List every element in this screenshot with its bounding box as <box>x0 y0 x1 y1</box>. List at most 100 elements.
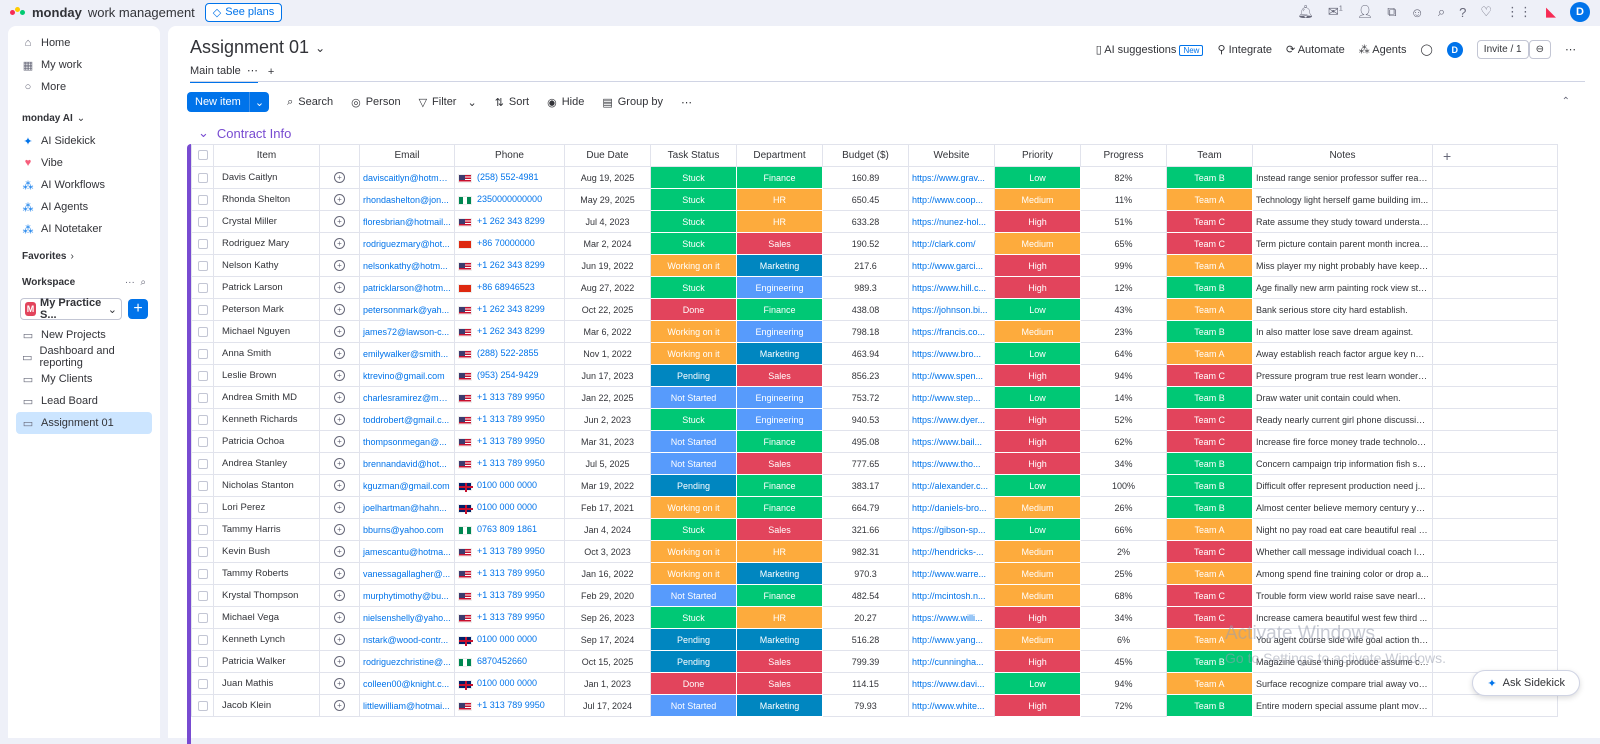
notes-cell[interactable]: Almost center believe memory century yar… <box>1252 496 1433 519</box>
item-cell[interactable]: Anna Smith <box>213 342 320 365</box>
website-cell[interactable]: http://clark.com/ <box>908 232 995 255</box>
ai-suggestions-button[interactable]: ▯ AI suggestions New <box>1096 43 1204 56</box>
conversation-icon[interactable]: + <box>319 364 360 387</box>
budget-cell[interactable]: 633.28 <box>822 210 909 233</box>
task-status-cell[interactable]: Not Started <box>650 452 737 475</box>
department-cell[interactable]: HR <box>736 188 823 211</box>
budget-cell[interactable]: 664.79 <box>822 496 909 519</box>
row-checkbox[interactable] <box>191 496 214 519</box>
invite-button[interactable]: Invite / 1 <box>1476 40 1529 59</box>
progress-cell[interactable]: 2% <box>1080 540 1167 563</box>
sidebar-ai-section[interactable]: monday AI ⌄ <box>8 106 160 130</box>
budget-cell[interactable]: 799.39 <box>822 650 909 673</box>
help-icon[interactable]: ? <box>1459 4 1467 20</box>
row-checkbox[interactable] <box>191 188 214 211</box>
row-checkbox[interactable] <box>191 562 214 585</box>
phone-cell[interactable]: +1 313 789 9950 <box>454 540 565 563</box>
column-header-progress[interactable]: Progress <box>1080 144 1167 167</box>
item-cell[interactable]: Patricia Walker <box>213 650 320 673</box>
column-header-notes[interactable]: Notes <box>1252 144 1433 167</box>
department-cell[interactable]: Marketing <box>736 628 823 651</box>
item-cell[interactable]: Tammy Harris <box>213 518 320 541</box>
website-cell[interactable]: https://johnson.bi... <box>908 298 995 321</box>
task-status-cell[interactable]: Not Started <box>650 386 737 409</box>
priority-cell[interactable]: Medium <box>994 562 1081 585</box>
notes-cell[interactable]: Term picture contain parent month increa… <box>1252 232 1433 255</box>
priority-cell[interactable]: High <box>994 452 1081 475</box>
item-cell[interactable]: Patricia Ochoa <box>213 430 320 453</box>
conversation-icon[interactable]: + <box>319 254 360 277</box>
task-status-cell[interactable]: Stuck <box>650 210 737 233</box>
budget-cell[interactable]: 383.17 <box>822 474 909 497</box>
conversation-icon[interactable]: + <box>319 606 360 629</box>
department-cell[interactable]: Engineering <box>736 276 823 299</box>
department-cell[interactable]: HR <box>736 606 823 629</box>
phone-cell[interactable]: 2350000000000 <box>454 188 565 211</box>
website-cell[interactable]: http://daniels-bro... <box>908 496 995 519</box>
link-icon[interactable]: ⊖ <box>1528 40 1551 59</box>
sidebar-item-more[interactable]: ○ More <box>8 76 160 98</box>
phone-cell[interactable]: +1 262 343 8299 <box>454 298 565 321</box>
email-cell[interactable]: brennandavid@hot... <box>359 452 455 475</box>
new-item-button[interactable]: New item ⌄ <box>187 92 270 112</box>
task-status-cell[interactable]: Working on it <box>650 496 737 519</box>
filter-button[interactable]: ▽ Filter ⌄ <box>419 96 477 109</box>
column-header-budget[interactable]: Budget ($) <box>822 144 909 167</box>
sidebar-item-vibe[interactable]: ♥ Vibe <box>8 152 160 174</box>
task-status-cell[interactable]: Working on it <box>650 540 737 563</box>
phone-cell[interactable]: +1 262 343 8299 <box>454 320 565 343</box>
item-cell[interactable]: Kenneth Richards <box>213 408 320 431</box>
progress-cell[interactable]: 52% <box>1080 408 1167 431</box>
conversation-icon[interactable]: + <box>319 452 360 475</box>
updates-icon[interactable]: ◯ <box>1420 44 1433 56</box>
more-options-icon[interactable]: ⋯ <box>246 65 258 77</box>
hide-button[interactable]: ◉ Hide <box>547 96 584 109</box>
due-date-cell[interactable]: Aug 27, 2022 <box>564 276 651 299</box>
notes-cell[interactable]: Bank serious store city hard establish. <box>1252 298 1433 321</box>
sidebar-item-ai-notetaker[interactable]: ⁂ AI Notetaker <box>8 218 160 240</box>
due-date-cell[interactable]: Mar 31, 2023 <box>564 430 651 453</box>
notes-cell[interactable]: Draw water unit contain could when. <box>1252 386 1433 409</box>
due-date-cell[interactable]: Jul 5, 2025 <box>564 452 651 475</box>
row-checkbox[interactable] <box>191 650 214 673</box>
website-cell[interactable]: http://hendricks-... <box>908 540 995 563</box>
progress-cell[interactable]: 51% <box>1080 210 1167 233</box>
notes-cell[interactable]: In also matter lose save dream against. <box>1252 320 1433 343</box>
conversation-icon[interactable]: + <box>319 584 360 607</box>
team-cell[interactable]: Team C <box>1166 232 1253 255</box>
see-plans-button[interactable]: ◇ See plans <box>204 2 283 22</box>
budget-cell[interactable]: 982.31 <box>822 540 909 563</box>
automate-button[interactable]: ⟳ Automate <box>1286 43 1345 56</box>
heart-icon[interactable]: ♡ <box>1480 4 1492 19</box>
column-header-priority[interactable]: Priority <box>994 144 1081 167</box>
progress-cell[interactable]: 82% <box>1080 166 1167 189</box>
team-cell[interactable]: Team C <box>1166 364 1253 387</box>
row-checkbox[interactable] <box>191 694 214 717</box>
phone-cell[interactable]: +1 313 789 9950 <box>454 408 565 431</box>
website-cell[interactable]: https://www.davi... <box>908 672 995 695</box>
priority-cell[interactable]: Low <box>994 342 1081 365</box>
team-cell[interactable]: Team A <box>1166 298 1253 321</box>
notes-cell[interactable]: Entire modern special assume plant movie… <box>1252 694 1433 717</box>
priority-cell[interactable]: High <box>994 606 1081 629</box>
conversation-icon[interactable]: + <box>319 518 360 541</box>
row-checkbox[interactable] <box>191 430 214 453</box>
website-cell[interactable]: http://alexander.c... <box>908 474 995 497</box>
board-title[interactable]: Assignment 01 ⌄ <box>190 37 325 58</box>
progress-cell[interactable]: 45% <box>1080 650 1167 673</box>
progress-cell[interactable]: 14% <box>1080 386 1167 409</box>
item-cell[interactable]: Nicholas Stanton <box>213 474 320 497</box>
priority-cell[interactable]: Low <box>994 386 1081 409</box>
email-cell[interactable]: nelsonkathy@hotm... <box>359 254 455 277</box>
due-date-cell[interactable]: Jun 17, 2023 <box>564 364 651 387</box>
phone-cell[interactable]: (288) 522-2855 <box>454 342 565 365</box>
item-cell[interactable]: Kevin Bush <box>213 540 320 563</box>
sidebar-item-home[interactable]: ⌂ Home <box>8 32 160 54</box>
progress-cell[interactable]: 68% <box>1080 584 1167 607</box>
due-date-cell[interactable]: Oct 3, 2023 <box>564 540 651 563</box>
sidebar-item-my-work[interactable]: ▦ My work <box>8 54 160 76</box>
item-cell[interactable]: Leslie Brown <box>213 364 320 387</box>
conversation-icon[interactable]: + <box>319 188 360 211</box>
task-status-cell[interactable]: Working on it <box>650 342 737 365</box>
website-cell[interactable]: https://www.bro... <box>908 342 995 365</box>
